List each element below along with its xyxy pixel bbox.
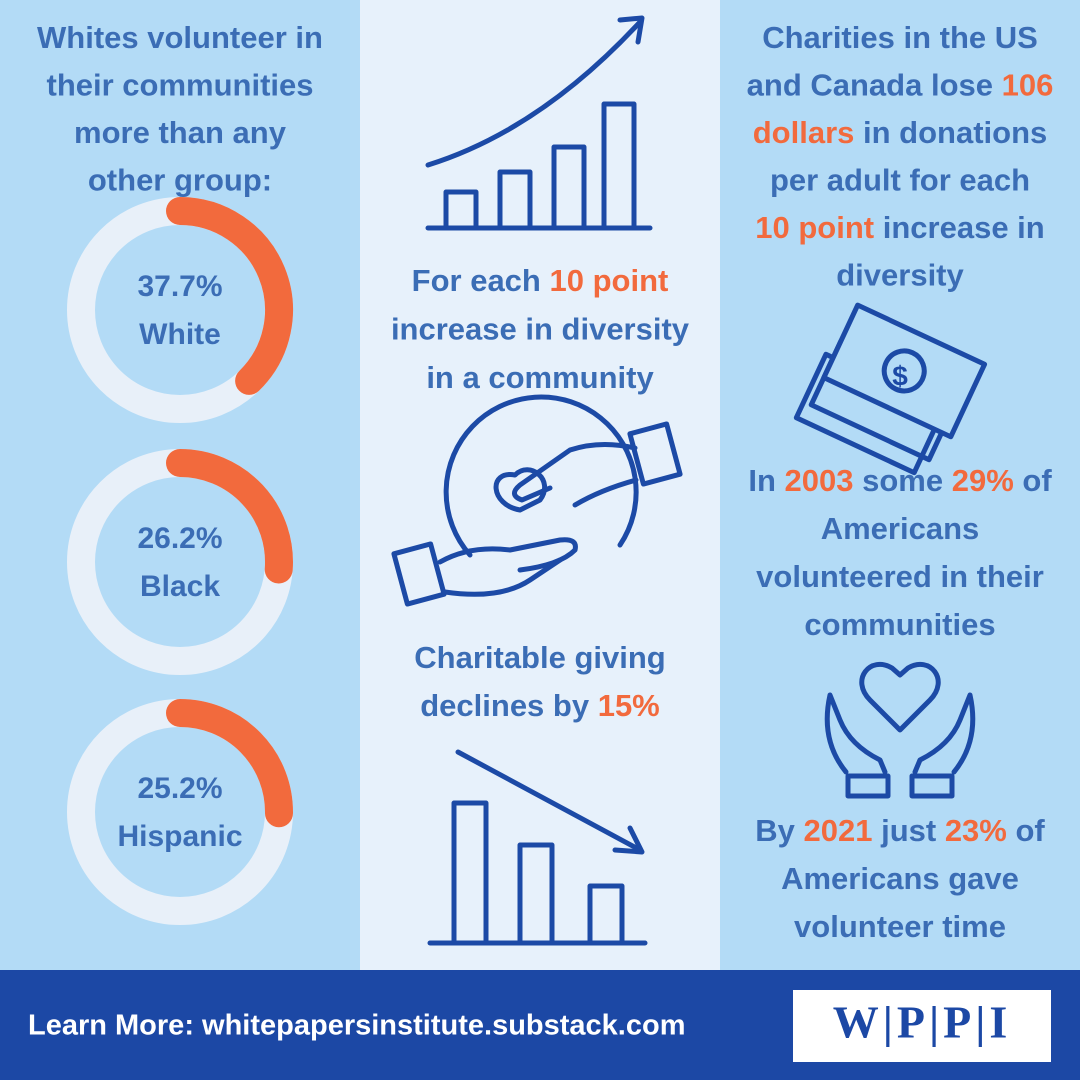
text-span: in donations (854, 115, 1047, 150)
donut-arc (166, 197, 293, 395)
money-icon: $ (793, 302, 988, 476)
highlight: 10 point (549, 263, 668, 298)
text-span: volunteered in their (756, 559, 1044, 594)
donut-arc (166, 699, 293, 828)
text-span: diversity (836, 258, 964, 293)
text-line: increase in diversity (391, 312, 690, 347)
text-span: per adult for each (770, 163, 1030, 198)
text-span: Americans gave (781, 861, 1019, 896)
text-span: Charitable giving (414, 640, 665, 675)
text-line: Whites volunteer in (37, 20, 323, 55)
highlight: 106 (1002, 68, 1054, 103)
text-line: their communities (47, 68, 314, 103)
middle-panel (360, 0, 720, 970)
text-line: more than any (74, 115, 287, 150)
text-line: per adult for each (770, 163, 1030, 198)
highlight: 15% (598, 688, 660, 723)
highlight: 2021 (804, 813, 873, 848)
text-span: volunteer time (794, 909, 1006, 944)
giving-hands-icon (391, 394, 683, 607)
text-line: declines by 15% (420, 688, 660, 723)
text-span: more than any (74, 115, 287, 150)
text-line: 10 point increase in (755, 210, 1044, 245)
donut-value: 25.2% (137, 772, 222, 805)
text-span: Americans (821, 511, 980, 546)
text-line: In 2003 some 29% of (748, 463, 1052, 498)
highlight: 2003 (785, 463, 854, 498)
text-span: increase in diversity (391, 312, 690, 347)
text-span: For each (412, 263, 550, 298)
rising-chart-icon (425, 15, 653, 231)
donut-value: 26.2% (137, 522, 222, 555)
text-line: By 2021 just 23% of (755, 813, 1045, 848)
donut-label: Black (140, 570, 220, 603)
text-line: dollars in donations (753, 115, 1048, 150)
text-line: For each 10 point (412, 263, 669, 298)
text-span: declines by (420, 688, 597, 723)
highlight: dollars (753, 115, 855, 150)
text-line: diversity (836, 258, 964, 293)
text-span: increase in (874, 210, 1045, 245)
text-line: Charitable giving (414, 640, 665, 675)
footer-link[interactable]: Learn More: whitepapersinstitute.substac… (28, 1010, 685, 1042)
falling-chart-icon (427, 749, 648, 946)
donut-value: 37.7% (137, 270, 222, 303)
text-line: communities (804, 607, 995, 642)
text-span: of (1007, 813, 1046, 848)
text-line: Americans gave (781, 861, 1019, 896)
text-span: By (755, 813, 803, 848)
donut-arc (166, 449, 293, 584)
text-span: and Canada lose (747, 68, 1002, 103)
logo: W|P|P|I (833, 997, 1012, 1048)
text-line: Americans (821, 511, 980, 546)
text-line: Charities in the US (762, 20, 1038, 55)
highlight: 29% (952, 463, 1014, 498)
text-line: other group: (88, 163, 272, 198)
text-span: of (1014, 463, 1053, 498)
text-span: in a community (426, 360, 654, 395)
text-span: Whites volunteer in (37, 20, 323, 55)
text-span: communities (804, 607, 995, 642)
text-line: in a community (426, 360, 654, 395)
text-span: other group: (88, 163, 272, 198)
text-span: their communities (47, 68, 314, 103)
heart-hands-icon (824, 661, 976, 799)
highlight: 10 point (755, 210, 874, 245)
text-span: some (854, 463, 952, 498)
left-panel (0, 0, 360, 970)
svg-text:$: $ (892, 360, 908, 391)
highlight: 23% (945, 813, 1007, 848)
text-line: and Canada lose 106 (747, 68, 1054, 103)
text-span: In (748, 463, 784, 498)
text-span: Charities in the US (762, 20, 1038, 55)
text-line: volunteered in their (756, 559, 1044, 594)
text-line: volunteer time (794, 909, 1006, 944)
right-panel (720, 0, 1080, 970)
text-span: just (872, 813, 944, 848)
logo-box (793, 990, 1051, 1062)
donut-label: Hispanic (117, 820, 242, 853)
donut-label: White (139, 318, 221, 351)
